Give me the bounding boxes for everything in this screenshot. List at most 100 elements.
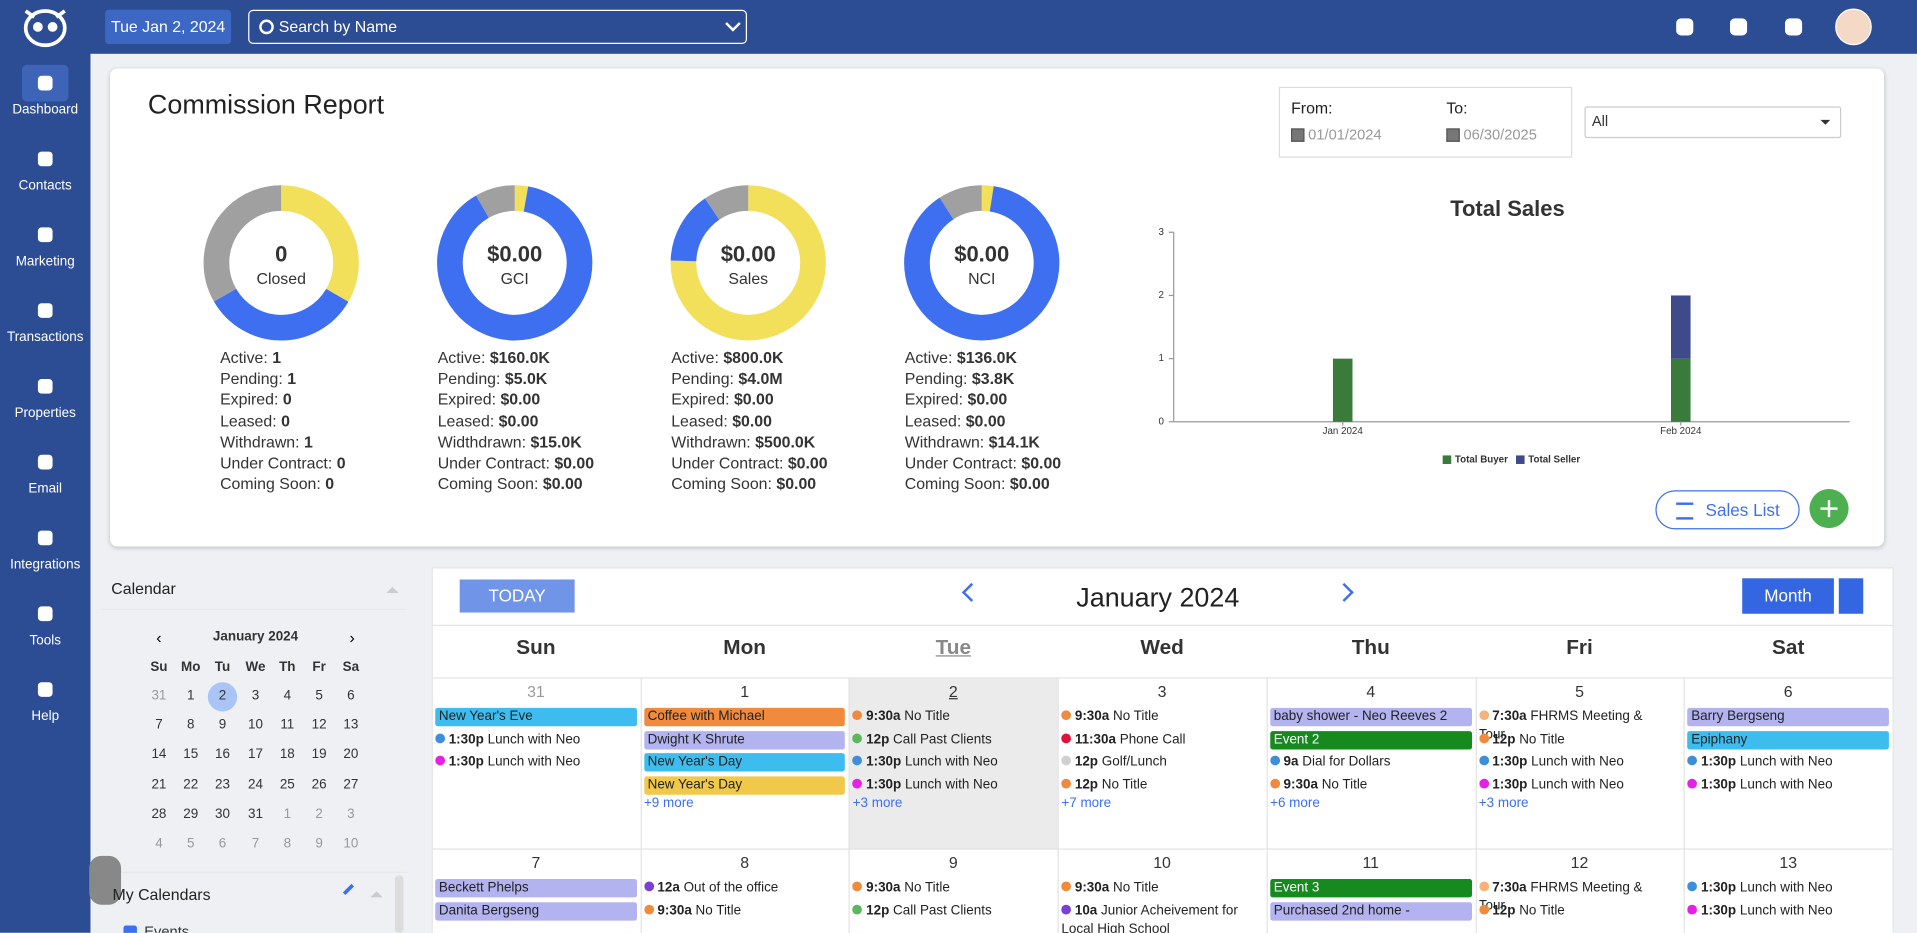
event-item[interactable]: 9:30a No Title xyxy=(1270,776,1449,794)
event-item[interactable]: 9:30a No Title xyxy=(852,879,1032,897)
event-item[interactable]: 9:30a No Title xyxy=(852,708,1032,726)
mini-day[interactable]: 5 xyxy=(186,836,195,851)
mini-day[interactable]: 26 xyxy=(311,777,327,792)
event-item[interactable]: 9:30a No Title xyxy=(643,902,823,920)
mini-day[interactable]: 10 xyxy=(343,836,359,851)
day-number[interactable]: 7 xyxy=(531,853,541,872)
event-item[interactable]: 1:30p Lunch with Neo xyxy=(852,776,1032,794)
nav-label[interactable]: Dashboard xyxy=(12,102,79,118)
day-number[interactable]: 10 xyxy=(1153,853,1171,872)
event-item[interactable]: 9:30a No Title xyxy=(1061,708,1240,726)
header-icon[interactable] xyxy=(1729,18,1748,36)
mini-day[interactable]: 12 xyxy=(311,717,327,733)
mini-day[interactable]: 8 xyxy=(186,717,195,733)
event-bar[interactable]: baby shower - Neo Reeves 2 xyxy=(1270,707,1472,727)
day-number[interactable]: 4 xyxy=(1366,682,1376,701)
day-number[interactable]: 8 xyxy=(740,853,750,872)
mini-prev[interactable]: ‹ xyxy=(156,628,162,647)
event-item[interactable]: 1:30p Lunch with Neo xyxy=(1687,879,1867,897)
event-bar[interactable]: Beckett Phelps xyxy=(435,879,637,898)
more-link[interactable]: +3 more xyxy=(852,795,903,811)
add-button[interactable] xyxy=(1809,489,1849,529)
event-item[interactable]: 1:30p Lunch with Neo xyxy=(1687,776,1867,794)
event-bar[interactable]: Purchased 2nd home - xyxy=(1270,901,1472,921)
mini-day[interactable]: 9 xyxy=(315,836,323,851)
nav-label[interactable]: Tools xyxy=(29,633,61,648)
event-item[interactable]: 9a Dial for Dollars xyxy=(1270,753,1449,771)
event-item[interactable]: 1:30p Lunch with Neo xyxy=(435,753,614,771)
event-bar[interactable]: New Year's Day xyxy=(643,753,846,772)
today-button[interactable]: TODAY xyxy=(459,579,575,613)
settings-button[interactable] xyxy=(1838,578,1864,614)
mini-day[interactable]: 10 xyxy=(248,717,264,733)
mini-day[interactable]: 5 xyxy=(315,688,323,703)
mini-day[interactable]: 7 xyxy=(155,717,163,733)
mini-day[interactable]: 13 xyxy=(343,717,359,733)
more-link[interactable]: +6 more xyxy=(1270,795,1320,811)
event-item[interactable]: 10a Junior Acheivement for Local High Sc… xyxy=(1061,902,1240,933)
mini-day[interactable]: 30 xyxy=(215,806,231,822)
nav-label[interactable]: Contacts xyxy=(18,178,72,194)
day-number[interactable]: 2 xyxy=(948,682,958,701)
mini-day[interactable]: 18 xyxy=(279,747,295,763)
view-button[interactable]: Month xyxy=(1742,578,1834,614)
mini-next[interactable]: › xyxy=(349,628,355,647)
mini-day[interactable]: 25 xyxy=(279,777,295,792)
event-bar[interactable]: Event 3 xyxy=(1270,879,1472,898)
event-item[interactable]: 7:30a FHRMS Meeting & Tour xyxy=(1478,708,1658,745)
header-icon[interactable] xyxy=(1784,18,1803,36)
day-number[interactable]: 11 xyxy=(1362,853,1380,872)
mini-day[interactable]: 4 xyxy=(155,836,163,851)
event-bar[interactable]: Coffee with Michael xyxy=(643,707,846,727)
mini-day[interactable]: 31 xyxy=(151,688,167,703)
event-bar[interactable]: Dwight K Shrute xyxy=(643,730,846,749)
mini-day[interactable]: 29 xyxy=(183,806,199,822)
event-bar[interactable]: Epiphany xyxy=(1687,730,1889,749)
event-item[interactable]: 12p No Title xyxy=(1061,776,1240,794)
edit-icon[interactable] xyxy=(342,883,355,896)
mini-day[interactable]: 15 xyxy=(183,747,199,763)
mini-day[interactable]: 9 xyxy=(218,717,227,733)
event-item[interactable]: 9:30a No Title xyxy=(1061,879,1240,897)
search-box[interactable]: Search by Name xyxy=(248,9,748,45)
event-item[interactable]: 12p No Title xyxy=(1478,902,1658,920)
event-item[interactable]: 12p Golf/Lunch xyxy=(1061,753,1240,771)
checkbox[interactable] xyxy=(123,925,137,933)
event-item[interactable]: 1:30p Lunch with Neo xyxy=(1478,776,1658,794)
mini-day[interactable]: 1 xyxy=(283,806,292,822)
mini-day[interactable]: 3 xyxy=(251,688,260,703)
event-bar[interactable]: Barry Bergseng xyxy=(1687,707,1889,727)
mini-day[interactable]: 1 xyxy=(186,688,195,703)
event-bar[interactable]: Danita Bergseng xyxy=(435,901,637,921)
event-item[interactable]: 12p Call Past Clients xyxy=(852,902,1032,920)
day-number[interactable]: 9 xyxy=(948,853,958,872)
mini-day[interactable]: 27 xyxy=(343,777,359,792)
event-item[interactable]: 12p No Title xyxy=(1478,731,1658,749)
header-icon[interactable] xyxy=(1676,18,1694,36)
sales-list-button[interactable]: Sales List xyxy=(1655,490,1800,530)
mini-day[interactable]: 16 xyxy=(215,747,231,763)
event-item[interactable]: 11:30a Phone Call xyxy=(1061,731,1240,749)
event-item[interactable]: 1:30p Lunch with Neo xyxy=(1687,902,1867,920)
mini-day[interactable]: 31 xyxy=(248,806,264,822)
mini-day[interactable]: 7 xyxy=(251,836,260,851)
day-number[interactable]: 13 xyxy=(1779,853,1798,872)
mini-day[interactable]: 22 xyxy=(183,777,199,792)
event-bar[interactable]: Event 2 xyxy=(1270,730,1472,749)
event-item[interactable]: 12a Out of the office xyxy=(643,879,823,897)
nav-label[interactable]: Transactions xyxy=(6,330,84,345)
mini-day[interactable]: 6 xyxy=(347,688,355,703)
day-number[interactable]: 3 xyxy=(1157,682,1167,701)
nav-label[interactable]: Marketing xyxy=(15,254,75,269)
day-number[interactable]: 6 xyxy=(1783,682,1793,701)
day-number[interactable]: 1 xyxy=(740,682,750,701)
event-bar[interactable]: New Year's Eve xyxy=(435,707,637,727)
more-link[interactable]: +7 more xyxy=(1061,795,1112,811)
more-link[interactable]: +9 more xyxy=(643,795,694,811)
nav-label[interactable]: Integrations xyxy=(10,557,81,573)
mini-day[interactable]: 11 xyxy=(280,717,295,733)
date-input[interactable]: 01/01/2024 xyxy=(1308,125,1382,144)
event-item[interactable]: 12p Call Past Clients xyxy=(852,731,1032,749)
filter-select[interactable]: All xyxy=(1584,106,1842,139)
nav-label[interactable]: Help xyxy=(31,709,60,724)
